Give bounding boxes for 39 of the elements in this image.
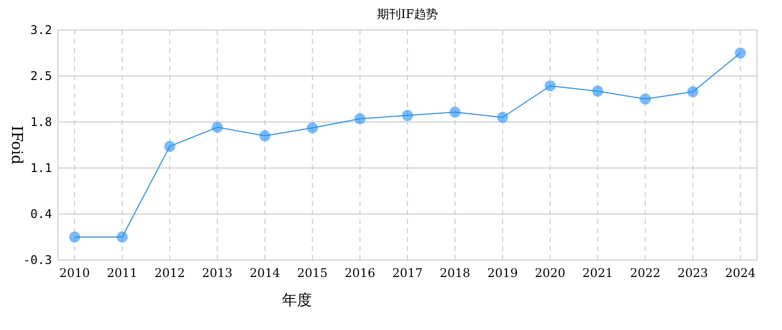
x-tick-label: 2022 [630, 266, 661, 280]
x-tick-label: 2011 [106, 266, 138, 280]
point [354, 113, 366, 124]
point [544, 80, 556, 92]
chart-title: 期刊IF趋势 [376, 7, 438, 21]
x-tick-label: 2023 [678, 266, 708, 280]
x-tick-label: 2016 [344, 266, 376, 280]
point [640, 94, 651, 104]
point [450, 106, 461, 118]
point [592, 86, 604, 97]
point [116, 232, 128, 242]
x-tick-label: 2015 [297, 266, 328, 280]
x-axis-title: 年度 [282, 291, 312, 309]
point [69, 232, 80, 242]
x-tick-label: 2024 [725, 266, 756, 280]
x-tick-label: 2017 [392, 266, 423, 280]
y-axis-title: IFoid [8, 126, 26, 165]
x-tick-label: 2019 [487, 266, 518, 280]
x-tick-label: 2014 [250, 266, 280, 280]
y-tick-label: 2.5 [30, 69, 52, 84]
x-tick-label: 2010 [59, 266, 90, 280]
point [687, 86, 698, 98]
x-tick-label: 2013 [202, 266, 233, 280]
y-tick-label: -0.3 [23, 253, 52, 268]
y-tick-label: 1.8 [30, 115, 52, 130]
x-tick-label: 2020 [534, 266, 566, 280]
y-tick-label: 0.4 [30, 207, 52, 222]
point [402, 110, 413, 121]
x-tick-label: 2021 [582, 266, 613, 280]
y-tick-label: 3.2 [30, 23, 52, 38]
point [306, 122, 318, 134]
point [497, 112, 508, 123]
y-tick-label: 1.1 [30, 161, 52, 176]
x-tick-label: 2012 [154, 266, 186, 280]
point [212, 122, 223, 133]
x-tick-label: 2018 [440, 266, 470, 280]
point [259, 130, 270, 142]
point [734, 48, 746, 58]
point [164, 140, 176, 152]
